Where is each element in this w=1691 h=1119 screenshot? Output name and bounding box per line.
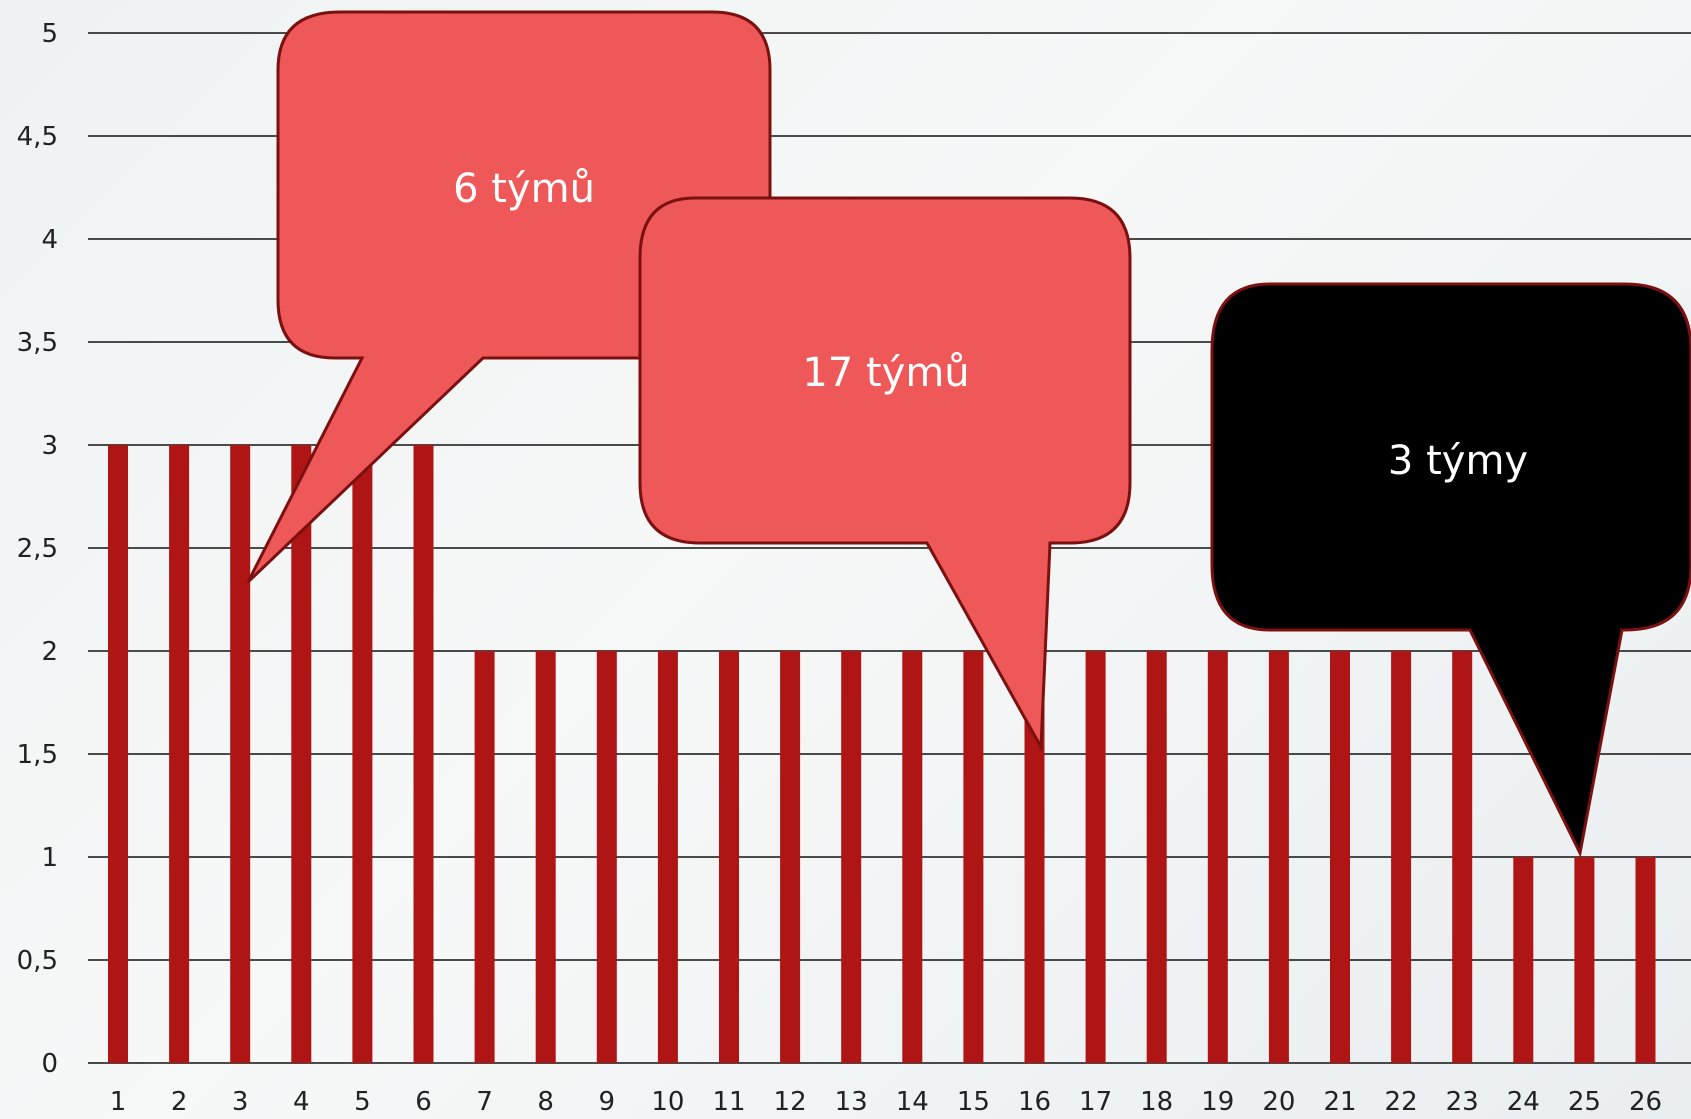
y-tick-label: 4,5 <box>17 122 58 152</box>
bar-1 <box>108 445 128 1063</box>
callout-17-tymu: 17 týmů <box>638 196 1132 753</box>
x-tick-label: 15 <box>957 1087 990 1117</box>
y-tick-label: 3 <box>41 431 58 461</box>
x-tick-label: 14 <box>896 1087 929 1117</box>
x-tick-label: 17 <box>1079 1087 1112 1117</box>
bar-8 <box>535 651 556 1063</box>
bar-11 <box>719 651 739 1063</box>
bar-22 <box>1391 651 1412 1063</box>
bar-16 <box>1024 651 1045 1063</box>
bar-7 <box>474 651 495 1063</box>
callout-17-tymu-bubble <box>638 196 1132 753</box>
x-tick-label: 24 <box>1507 1087 1540 1117</box>
bar-25 <box>1574 857 1595 1063</box>
x-tick-label: 1 <box>110 1087 127 1117</box>
callout-3-tymy: 3 týmy <box>1210 282 1691 858</box>
x-tick-label: 18 <box>1140 1087 1173 1117</box>
x-tick-label: 3 <box>232 1087 249 1117</box>
y-tick-label: 4 <box>41 225 58 255</box>
bar-12 <box>780 651 801 1063</box>
x-tick-label: 11 <box>712 1087 745 1117</box>
x-tick-label: 20 <box>1262 1087 1295 1117</box>
bar-17 <box>1085 651 1106 1063</box>
bar-6 <box>413 445 434 1063</box>
y-tick-label: 0,5 <box>17 946 58 976</box>
callout-6-tymu: 6 týmů <box>246 10 772 584</box>
bar-23 <box>1452 651 1473 1063</box>
x-tick-label: 12 <box>774 1087 807 1117</box>
x-tick-label: 19 <box>1201 1087 1234 1117</box>
x-tick-label: 8 <box>537 1087 554 1117</box>
bar-9 <box>596 651 617 1063</box>
x-tick-label: 6 <box>415 1087 432 1117</box>
x-tick-label: 16 <box>1018 1087 1051 1117</box>
y-tick-label: 1,5 <box>17 740 58 770</box>
y-tick-label: 5 <box>41 19 58 49</box>
bars <box>108 445 1656 1063</box>
callout-17-tymu-text: 17 týmů <box>802 350 969 396</box>
x-tick-label: 26 <box>1629 1087 1662 1117</box>
callout-6-tymu-bubble <box>246 10 772 584</box>
x-axis-ticks: 1 2 3 4 5 6 7 8 9 10 11 12 13 14 15 16 17 18 19 20 21 22 23 24 2… <box>110 1087 1662 1117</box>
x-tick-label: 5 <box>354 1087 371 1117</box>
x-tick-label: 23 <box>1446 1087 1479 1117</box>
x-tick-label: 2 <box>171 1087 188 1117</box>
bar-18 <box>1146 651 1167 1063</box>
bar-10 <box>657 651 678 1063</box>
x-tick-label: 25 <box>1568 1087 1601 1117</box>
bar-4 <box>291 445 312 1063</box>
y-tick-label: 0 <box>41 1049 58 1079</box>
bar-14 <box>902 651 923 1063</box>
bar-5 <box>352 445 373 1063</box>
bar-15 <box>963 651 984 1063</box>
x-tick-label: 4 <box>293 1087 310 1117</box>
y-tick-label: 1 <box>41 843 58 873</box>
x-tick-label: 7 <box>476 1087 493 1117</box>
bar-2 <box>169 445 190 1063</box>
bar-19 <box>1207 651 1228 1063</box>
bar-21 <box>1330 651 1350 1063</box>
bar-13 <box>841 651 862 1063</box>
x-tick-label: 21 <box>1323 1087 1356 1117</box>
x-tick-label: 10 <box>651 1087 684 1117</box>
callout-3-tymy-bubble <box>1210 282 1691 858</box>
y-tick-label: 2,5 <box>17 534 58 564</box>
callout-6-tymu-text: 6 týmů <box>453 166 595 212</box>
bar-26 <box>1635 857 1656 1063</box>
x-tick-label: 13 <box>835 1087 868 1117</box>
bar-24 <box>1513 857 1534 1063</box>
bar-3 <box>230 445 251 1063</box>
y-tick-label: 3,5 <box>17 328 58 358</box>
x-tick-label: 9 <box>599 1087 616 1117</box>
callout-3-tymy-text: 3 týmy <box>1388 438 1528 484</box>
y-tick-label: 2 <box>41 637 58 667</box>
y-axis-ticks: 0 0,5 1 1,5 2 2,5 3 3,5 4 4,5 5 <box>17 19 58 1079</box>
x-tick-label: 22 <box>1385 1087 1418 1117</box>
bar-20 <box>1268 651 1289 1063</box>
